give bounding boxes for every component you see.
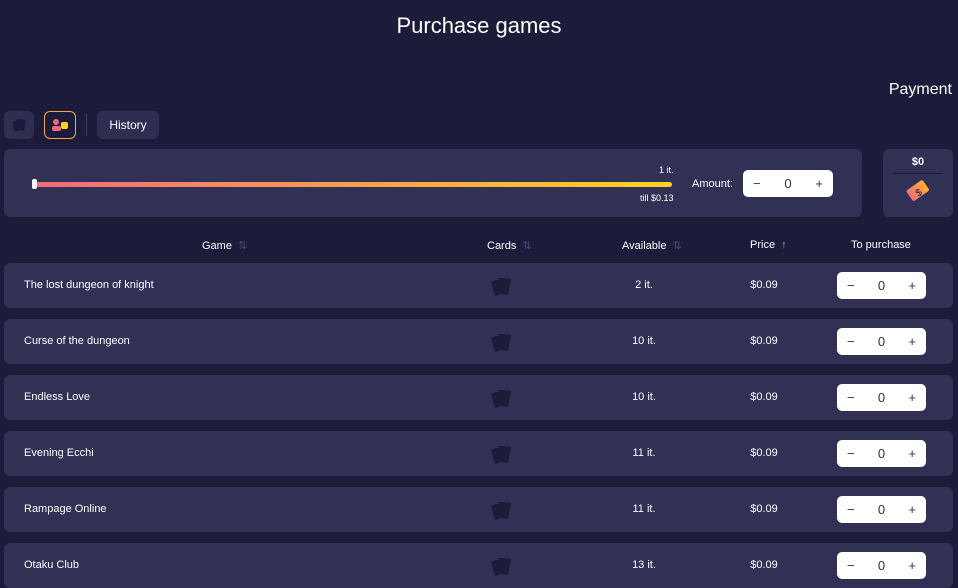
toolbar-divider	[86, 114, 87, 136]
minus-button[interactable]: −	[847, 446, 855, 461]
available-count: 10 it.	[632, 391, 656, 403]
users-games-filter-button[interactable]	[44, 111, 76, 139]
minus-button[interactable]: −	[847, 390, 855, 405]
sort-ascending-icon: ↑	[781, 239, 787, 251]
quantity-panel: 1 it. till $0.13 Amount: − 0 +	[4, 149, 862, 217]
price: $0.09	[750, 559, 778, 571]
plus-button[interactable]: +	[908, 278, 916, 293]
plus-button[interactable]: +	[908, 558, 916, 573]
quantity-stepper[interactable]: − 0 +	[837, 272, 926, 299]
available-count: 11 it.	[632, 447, 656, 459]
page-title: Purchase games	[396, 13, 562, 38]
plus-button[interactable]: +	[908, 390, 916, 405]
cards-icon	[491, 278, 511, 296]
sort-icon: ⇅	[522, 240, 532, 252]
quantity-stepper[interactable]: − 0 +	[837, 552, 926, 579]
cards-filter-button[interactable]	[4, 111, 34, 139]
slider-top-label: 1 it.	[659, 165, 674, 175]
column-header-cards[interactable]: Cards ⇅	[487, 239, 532, 252]
cards-icon	[491, 446, 511, 464]
game-name: Otaku Club	[24, 559, 80, 571]
cards-icon	[12, 119, 26, 132]
quantity-slider-track[interactable]	[34, 182, 672, 187]
minus-button[interactable]: −	[847, 334, 855, 349]
quantity-stepper[interactable]: − 0 +	[837, 440, 926, 467]
price: $0.09	[750, 391, 778, 403]
game-name: Curse of the dungeon	[24, 335, 130, 347]
cards-icon	[491, 558, 511, 576]
minus-button[interactable]: −	[753, 176, 761, 191]
header-label: Cards	[487, 240, 517, 252]
sort-icon: ⇅	[672, 240, 682, 252]
cards-icon	[491, 502, 511, 520]
price: $0.09	[750, 279, 778, 291]
quantity-value[interactable]: 0	[877, 390, 886, 405]
price: $0.09	[750, 335, 778, 347]
quantity-stepper[interactable]: − 0 +	[837, 496, 926, 523]
price: $0.09	[750, 447, 778, 459]
amount-label: Amount:	[692, 178, 733, 190]
plus-button[interactable]: +	[908, 446, 916, 461]
payment-total: $0	[911, 156, 925, 168]
payment-divider	[893, 173, 943, 174]
sort-icon: ⇅	[237, 240, 248, 252]
game-name: Endless Love	[24, 391, 91, 403]
plus-button[interactable]: +	[908, 334, 916, 349]
price: $0.09	[750, 503, 778, 515]
game-name: Rampage Online	[24, 503, 107, 515]
cards-icon	[491, 334, 511, 352]
game-name: The lost dungeon of knight	[24, 279, 154, 291]
svg-text:$: $	[914, 187, 925, 199]
quantity-slider-handle[interactable]	[32, 179, 37, 189]
table-row: Evening Ecchi 11 it. $0.09 − 0 +	[4, 431, 953, 476]
header-label: Game	[202, 240, 232, 252]
column-header-price[interactable]: Price ↑	[750, 239, 787, 251]
column-header-game[interactable]: Game ⇅	[202, 239, 247, 252]
minus-button[interactable]: −	[847, 278, 855, 293]
amount-value[interactable]: 0	[784, 176, 792, 191]
header-label: Price	[750, 239, 776, 251]
minus-button[interactable]: −	[847, 502, 855, 517]
payment-box[interactable]: $0 $	[883, 149, 953, 217]
column-header-to-purchase: To purchase	[851, 239, 911, 251]
cards-icon	[491, 390, 511, 408]
slider-bottom-label: till $0.13	[640, 193, 674, 203]
table-row: Endless Love 10 it. $0.09 − 0 +	[4, 375, 953, 420]
table-row: The lost dungeon of knight 2 it. $0.09 −…	[4, 263, 953, 308]
plus-button[interactable]: +	[815, 176, 823, 191]
quantity-value[interactable]: 0	[877, 446, 886, 461]
quantity-value[interactable]: 0	[877, 502, 886, 517]
header-label: Available	[622, 240, 667, 252]
quantity-stepper[interactable]: − 0 +	[837, 384, 926, 411]
users-games-icon	[52, 119, 68, 131]
table-row: Curse of the dungeon 10 it. $0.09 − 0 +	[4, 319, 953, 364]
column-header-available[interactable]: Available ⇅	[622, 239, 682, 252]
available-count: 11 it.	[632, 503, 656, 515]
quantity-value[interactable]: 0	[877, 334, 886, 349]
available-count: 13 it.	[632, 559, 656, 571]
amount-stepper[interactable]: − 0 +	[743, 170, 833, 197]
plus-button[interactable]: +	[908, 502, 916, 517]
quantity-stepper[interactable]: − 0 +	[837, 328, 926, 355]
money-ticket-icon: $	[906, 180, 929, 201]
table-row: Rampage Online 11 it. $0.09 − 0 +	[4, 487, 953, 532]
quantity-value[interactable]: 0	[877, 278, 886, 293]
available-count: 2 it.	[635, 279, 653, 291]
available-count: 10 it.	[632, 335, 656, 347]
table-row: Otaku Club 13 it. $0.09 − 0 +	[4, 543, 953, 588]
payment-heading: Payment	[888, 81, 952, 98]
history-button[interactable]: History	[97, 111, 159, 139]
game-name: Evening Ecchi	[24, 447, 94, 459]
minus-button[interactable]: −	[847, 558, 855, 573]
quantity-value[interactable]: 0	[877, 558, 886, 573]
